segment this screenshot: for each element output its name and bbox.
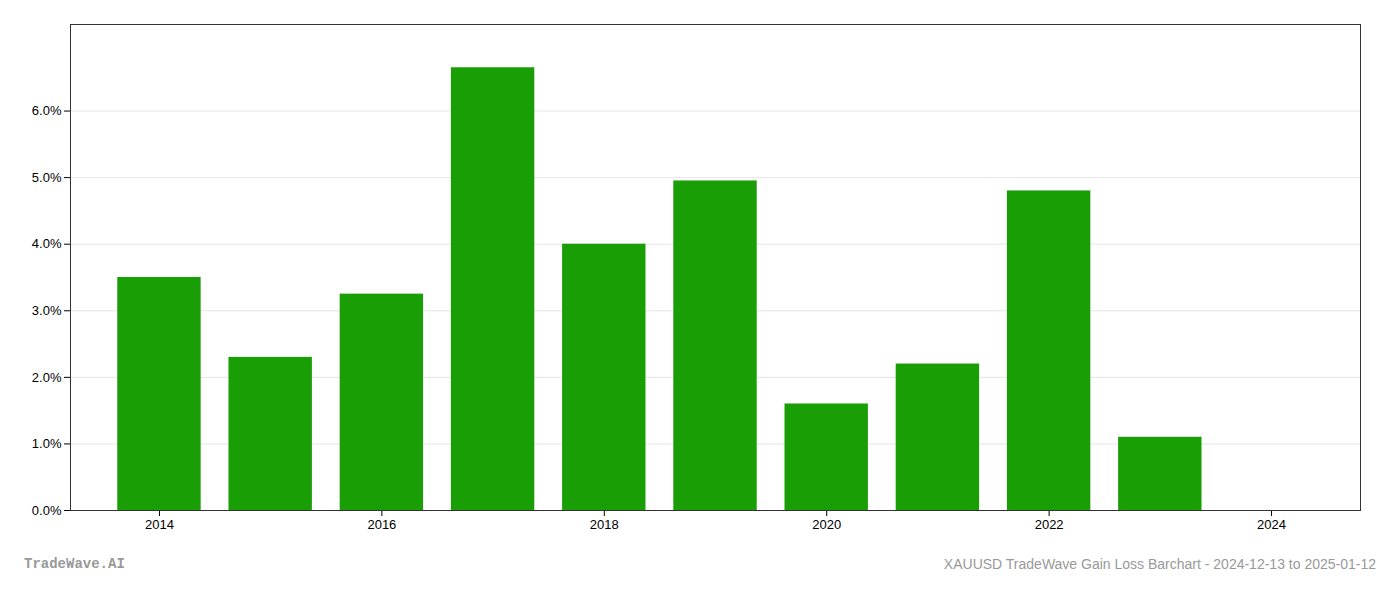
svg-text:3.0%: 3.0% (32, 303, 62, 318)
svg-text:0.0%: 0.0% (32, 503, 62, 518)
svg-text:2020: 2020 (812, 517, 841, 532)
svg-text:2024: 2024 (1257, 517, 1286, 532)
svg-text:6.0%: 6.0% (32, 103, 62, 118)
svg-text:2018: 2018 (590, 517, 619, 532)
svg-text:1.0%: 1.0% (32, 436, 62, 451)
svg-text:2022: 2022 (1035, 517, 1064, 532)
svg-text:4.0%: 4.0% (32, 236, 62, 251)
svg-text:2016: 2016 (367, 517, 396, 532)
html-text:XAUUSD TradeWave Gain Loss Bar: XAUUSD TradeWave Gain Loss Barchart - 20… (943, 556, 1376, 572)
html-text:TradeWave.AI: TradeWave.AI (24, 556, 125, 572)
svg-text:5.0%: 5.0% (32, 170, 62, 185)
svg-text:2.0%: 2.0% (32, 370, 62, 385)
svg-text:2014: 2014 (145, 517, 174, 532)
